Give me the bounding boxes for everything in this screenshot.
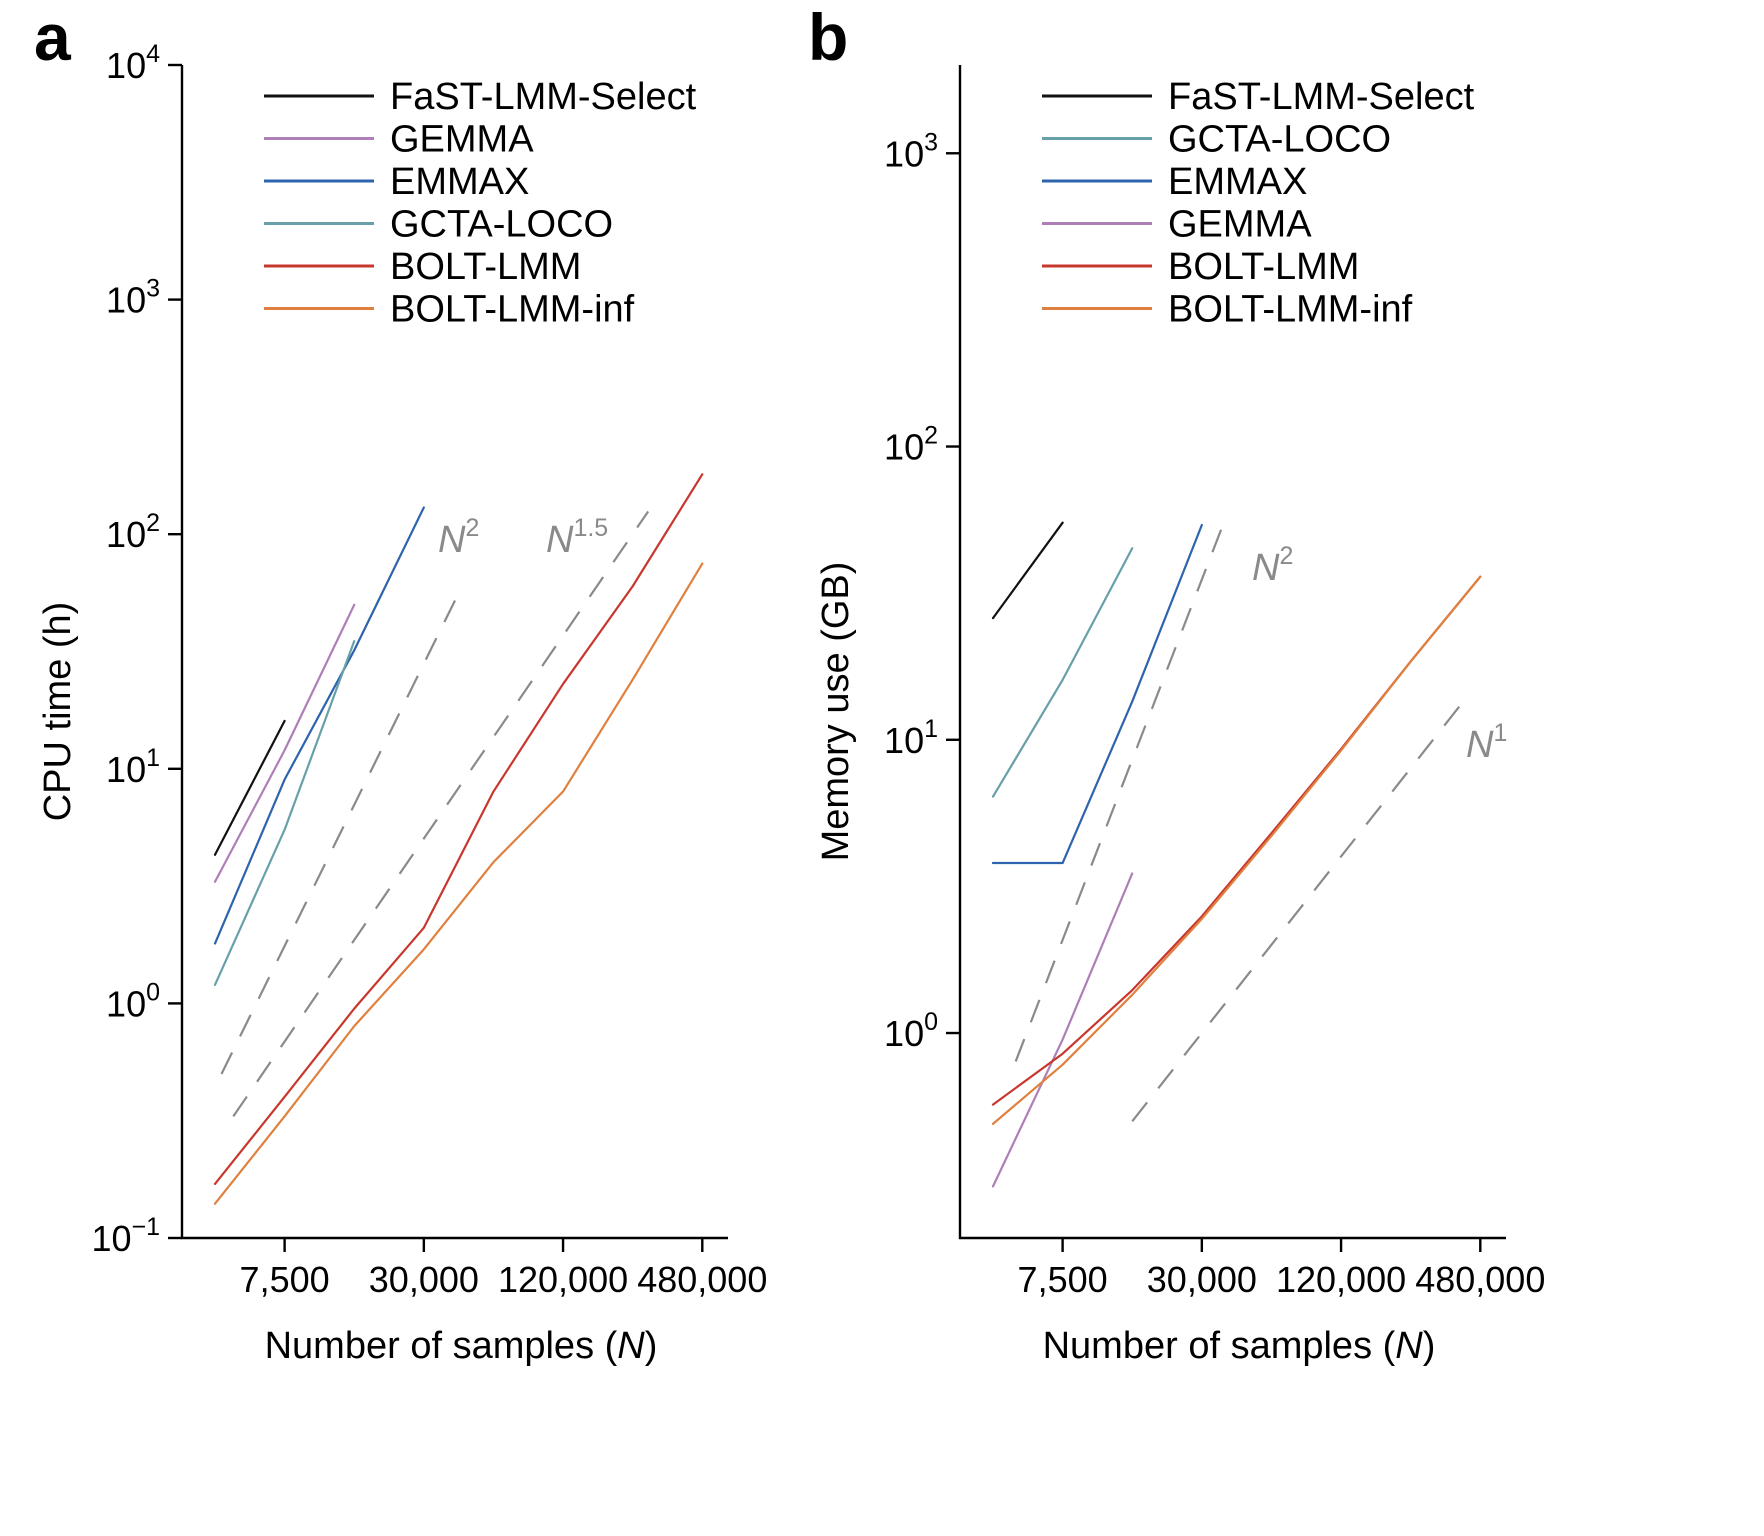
legend-label-bolt-lmm: BOLT-LMM [1168, 246, 1359, 288]
reference-label-var: N [438, 519, 466, 561]
y-tick-base: 10 [91, 1218, 131, 1259]
series-line-fast-lmm-select [991, 521, 1064, 620]
x-axis-title-end: ) [645, 1325, 658, 1367]
reference-label-exponent: 2 [465, 514, 479, 542]
series-line-bolt-lmm [213, 473, 704, 1186]
y-tick-exponent: 3 [146, 275, 160, 303]
y-tick-exponent: 0 [146, 978, 160, 1006]
reference-line-n2 [220, 594, 459, 1075]
y-tick-base: 10 [884, 1013, 924, 1054]
legend-label-gcta-loco: GCTA-LOCO [390, 204, 613, 246]
reference-line-n1 [1131, 696, 1468, 1122]
x-axis-title-var: N [617, 1325, 645, 1367]
x-axis-title-var: N [1395, 1325, 1423, 1367]
x-tick-label: 30,000 [369, 1259, 479, 1300]
y-tick-base: 10 [884, 720, 924, 761]
y-tick-label: 101 [884, 715, 938, 761]
series-line-bolt-lmm [991, 575, 1482, 1106]
legend-label-bolt-lmm: BOLT-LMM [390, 246, 581, 288]
legend-label-gemma: GEMMA [1168, 204, 1312, 246]
y-tick-base: 10 [106, 983, 146, 1024]
y-tick-exponent: 3 [924, 128, 938, 156]
y-tick-base: 10 [106, 749, 146, 790]
reference-label: N2 [1252, 542, 1293, 589]
y-tick-label: 100 [884, 1008, 938, 1054]
x-tick-label: 120,000 [1276, 1259, 1406, 1300]
series-line-gemma [213, 603, 356, 883]
legend-label-bolt-lmm-inf: BOLT-LMM-inf [1168, 289, 1413, 331]
reference-label-exponent: 1 [1493, 719, 1507, 747]
y-tick-exponent: 1 [924, 715, 938, 743]
reference-label-var: N [1466, 724, 1494, 766]
series-line-gcta-loco [991, 547, 1134, 798]
series-line-emmax [213, 506, 425, 945]
x-tick-label: 480,000 [1415, 1259, 1545, 1300]
reference-label: N1 [1466, 719, 1507, 766]
y-tick-label: 100 [106, 978, 160, 1024]
reference-label-var: N [546, 519, 574, 561]
y-tick-exponent: −1 [131, 1213, 160, 1241]
reference-label-exponent: 1.5 [573, 514, 608, 542]
legend-label-emmax: EMMAX [1168, 161, 1307, 203]
y-tick-base: 10 [884, 133, 924, 174]
legend-label-fast-lmm-select: FaST-LMM-Select [390, 76, 697, 118]
y-tick-label: 103 [884, 128, 938, 174]
reference-line-n2 [1014, 524, 1224, 1062]
x-tick-label: 30,000 [1147, 1259, 1257, 1300]
x-axis-title-end: ) [1423, 1325, 1436, 1367]
y-tick-exponent: 2 [146, 509, 160, 537]
x-tick-label: 480,000 [637, 1259, 767, 1300]
y-tick-base: 10 [884, 427, 924, 468]
panel-letter: a [34, 0, 72, 74]
reference-label: N1.5 [546, 514, 608, 561]
y-tick-label: 10−1 [91, 1213, 160, 1259]
y-axis-title: Memory use (GB) [815, 562, 857, 862]
series-line-fast-lmm-select [213, 719, 286, 856]
legend-label-emmax: EMMAX [390, 161, 529, 203]
y-tick-label: 102 [106, 509, 160, 555]
y-tick-base: 10 [106, 514, 146, 555]
panel-letter: b [808, 0, 848, 74]
y-tick-label: 102 [884, 422, 938, 468]
y-tick-base: 10 [106, 280, 146, 321]
y-tick-base: 10 [106, 45, 146, 86]
x-tick-label: 7,500 [1018, 1259, 1108, 1300]
legend-label-fast-lmm-select: FaST-LMM-Select [1168, 76, 1475, 118]
x-tick-label: 7,500 [240, 1259, 330, 1300]
x-axis-title-text: Number of samples ( [265, 1325, 618, 1367]
series-line-gcta-loco [213, 640, 356, 986]
series-line-gemma [991, 872, 1134, 1188]
x-axis-title: Number of samples (N) [265, 1325, 658, 1367]
x-axis-title-text: Number of samples ( [1043, 1325, 1396, 1367]
y-tick-exponent: 4 [146, 40, 160, 68]
reference-line-n1-5 [232, 510, 650, 1117]
series-line-bolt-lmm-inf [991, 575, 1482, 1125]
y-tick-exponent: 1 [146, 744, 160, 772]
y-tick-label: 104 [106, 40, 160, 86]
x-tick-label: 120,000 [498, 1259, 628, 1300]
series-line-bolt-lmm-inf [213, 562, 704, 1205]
legend-label-gcta-loco: GCTA-LOCO [1168, 119, 1391, 161]
legend-label-bolt-lmm-inf: BOLT-LMM-inf [390, 289, 635, 331]
y-tick-exponent: 0 [924, 1008, 938, 1036]
y-tick-label: 101 [106, 744, 160, 790]
axes [958, 65, 1506, 1240]
y-tick-exponent: 2 [924, 422, 938, 450]
y-tick-label: 103 [106, 275, 160, 321]
reference-label: N2 [438, 514, 479, 561]
x-axis-title: Number of samples (N) [1043, 1325, 1436, 1367]
series-line-emmax [991, 523, 1203, 865]
legend-label-gemma: GEMMA [390, 119, 534, 161]
reference-label-var: N [1252, 547, 1280, 589]
y-axis-title: CPU time (h) [37, 602, 79, 822]
reference-label-exponent: 2 [1279, 542, 1293, 570]
